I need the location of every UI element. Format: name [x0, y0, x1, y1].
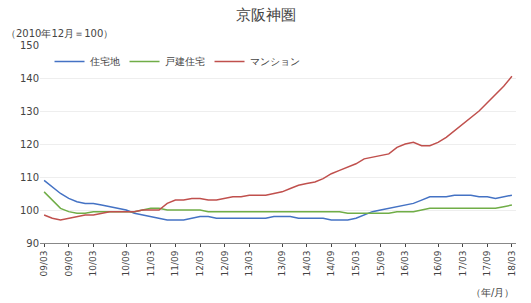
svg-text:マンション: マンション	[250, 56, 300, 67]
svg-text:15/09: 15/09	[376, 250, 386, 276]
svg-text:110: 110	[20, 172, 39, 183]
svg-text:10/09: 10/09	[121, 250, 131, 276]
svg-text:150: 150	[20, 40, 39, 51]
svg-text:18/03: 18/03	[507, 251, 517, 277]
svg-text:100: 100	[20, 205, 39, 216]
svg-text:130: 130	[20, 106, 39, 117]
svg-text:16/09: 16/09	[433, 250, 443, 276]
svg-text:17/03: 17/03	[458, 251, 468, 277]
svg-text:戸建住宅: 戸建住宅	[165, 56, 205, 67]
svg-text:（年/月）: （年/月）	[471, 287, 514, 298]
svg-text:10/03: 10/03	[88, 251, 98, 277]
svg-text:15/03: 15/03	[351, 251, 361, 277]
svg-text:住宅地: 住宅地	[90, 56, 120, 67]
svg-text:京阪神圏: 京阪神圏	[236, 6, 296, 24]
svg-text:09/03: 09/03	[39, 251, 49, 277]
svg-text:14/09: 14/09	[326, 250, 336, 276]
svg-text:12/03: 12/03	[195, 251, 205, 277]
svg-text:14/03: 14/03	[302, 251, 312, 277]
svg-text:17/09: 17/09	[482, 250, 492, 276]
svg-text:11/09: 11/09	[170, 250, 180, 276]
svg-text:90: 90	[26, 238, 39, 249]
svg-text:13/09: 13/09	[277, 250, 287, 276]
svg-text:12/09: 12/09	[220, 250, 230, 276]
svg-text:11/03: 11/03	[146, 251, 156, 277]
svg-text:140: 140	[20, 73, 39, 84]
svg-text:120: 120	[20, 139, 39, 150]
svg-text:16/03: 16/03	[400, 251, 410, 277]
svg-text:09/09: 09/09	[64, 250, 74, 276]
svg-text:13/03: 13/03	[244, 251, 254, 277]
svg-text:（2010年12月＝100）: （2010年12月＝100）	[6, 28, 113, 39]
